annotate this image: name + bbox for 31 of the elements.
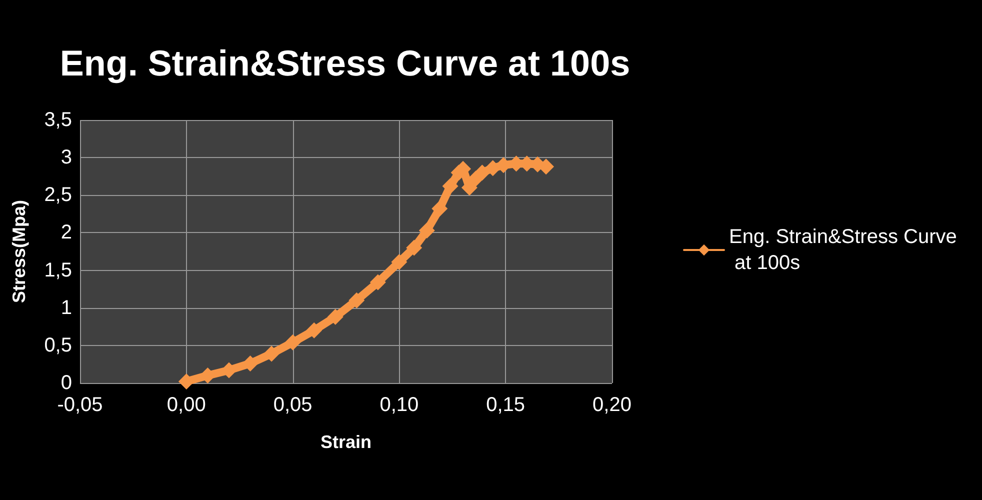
point [406, 240, 422, 256]
point [432, 200, 448, 217]
x-tick-label: 0,00 [166, 394, 206, 416]
y-tick-label: 1,5 [44, 259, 72, 282]
point [284, 334, 301, 350]
x-tick-label: 0,20 [592, 394, 632, 416]
point [418, 222, 435, 238]
point [242, 355, 258, 372]
point [442, 178, 458, 194]
point [348, 292, 365, 308]
point [474, 164, 490, 181]
x-tick-label: 0,05 [273, 394, 312, 416]
y-tick-label: 0 [60, 372, 72, 394]
point [264, 346, 280, 362]
y-tick-label: 2 [60, 222, 72, 244]
point [391, 254, 408, 270]
legend-label: Eng. Strain&Stress Curve at 100s [729, 226, 957, 274]
y-tick-label: 3,5 [44, 109, 72, 131]
x-axis-title: Strain [320, 432, 372, 452]
point [327, 308, 344, 325]
y-axis-title: Stress(Mpa) [9, 200, 29, 304]
y-tick-label: 0,5 [44, 334, 72, 356]
y-tick-label: 2,5 [44, 184, 72, 206]
y-tick-label: 3 [60, 146, 72, 169]
y-tick-label: 1 [60, 296, 72, 319]
point [370, 274, 386, 290]
x-tick-label: 0,15 [486, 394, 526, 416]
x-tick-label: 0,10 [380, 394, 419, 416]
x-tick-label: -0,05 [57, 394, 103, 416]
point [306, 322, 322, 338]
chart-title: Eng. Strain&Stress Curve at 100s [60, 42, 630, 84]
